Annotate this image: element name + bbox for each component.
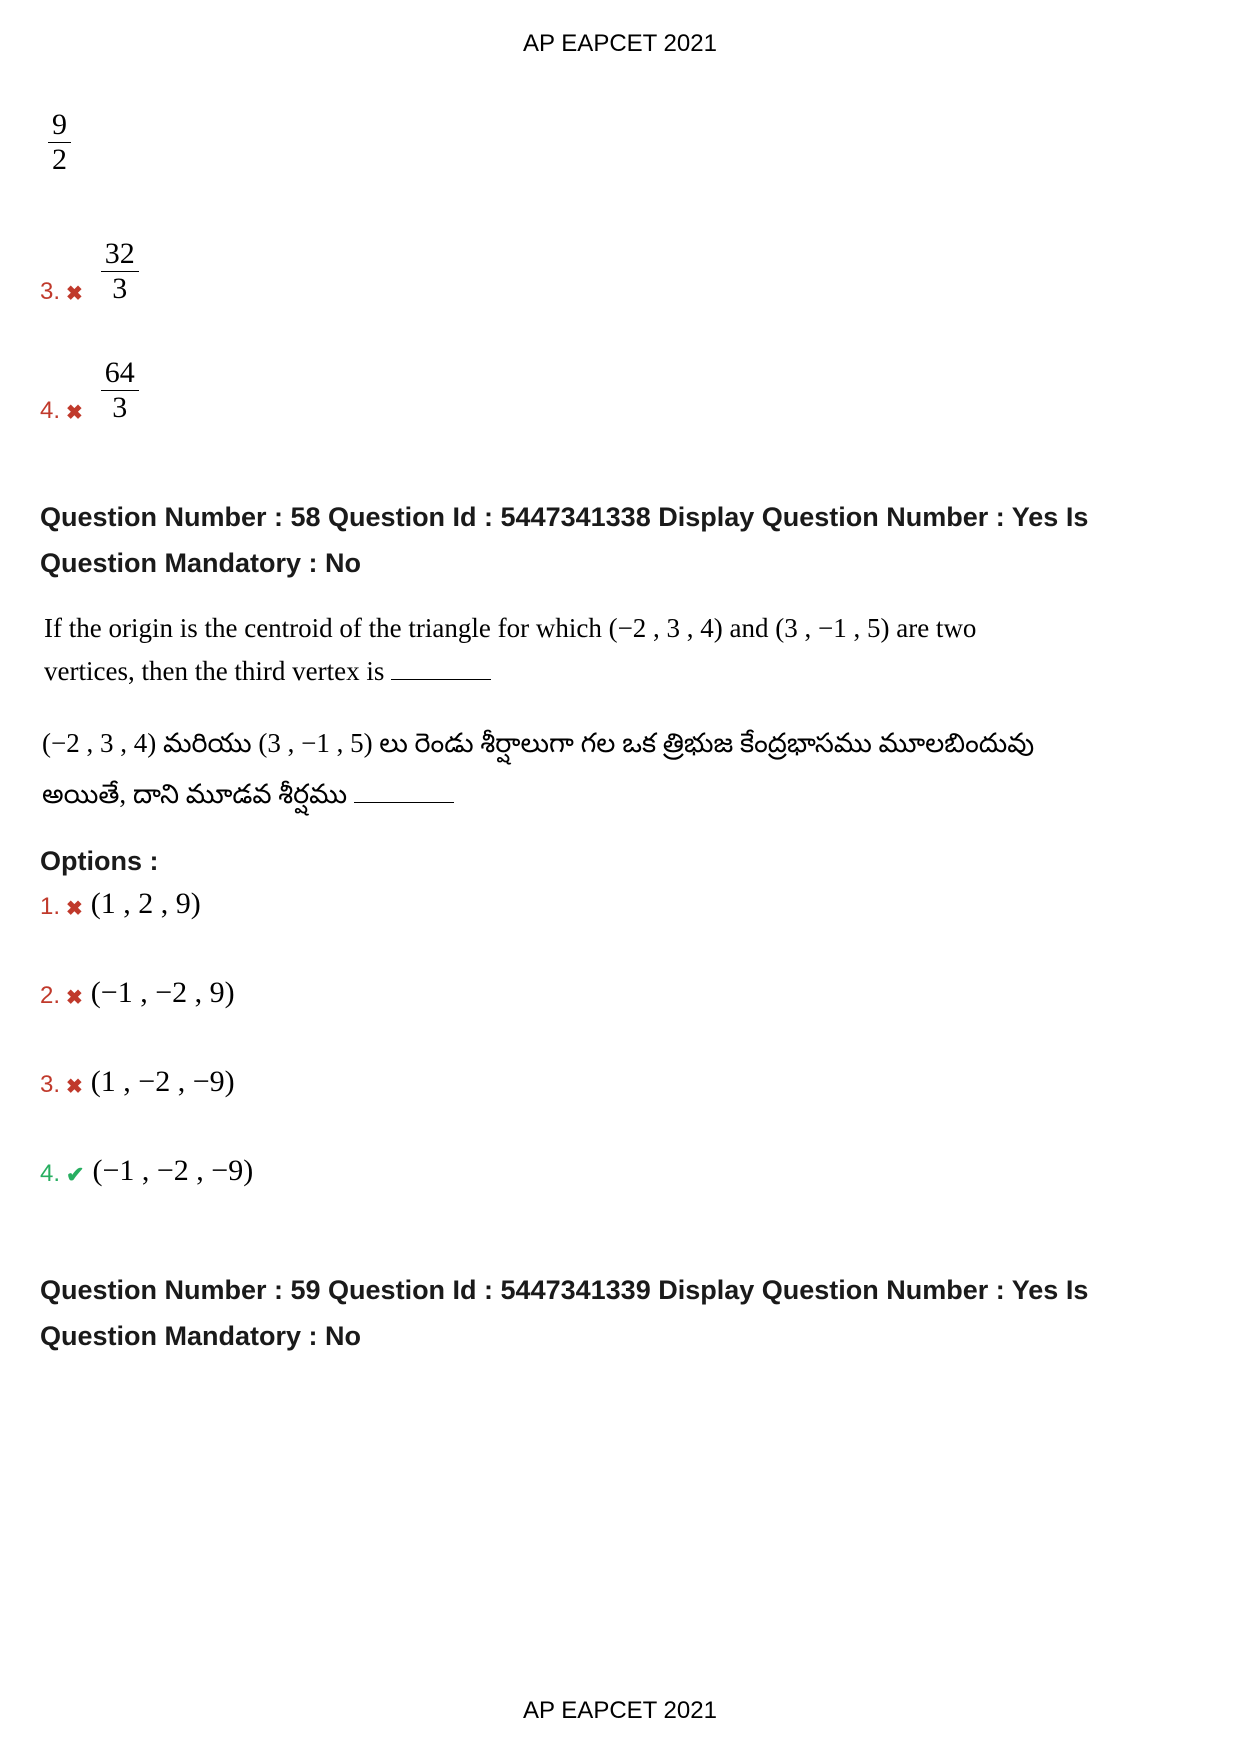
frac-num: 9 [48,108,71,143]
q58-option-2: 2. ✖ (−1 , −2 , 9) [40,976,1200,1010]
option-number: 1. [40,893,60,921]
option-text: (1 , −2 , −9) [91,1065,235,1099]
option-text: (1 , 2 , 9) [91,887,201,921]
frac-num: 32 [101,237,139,272]
wrong-icon: ✖ [66,985,83,1010]
option-number: 3. [40,1071,60,1099]
page-footer: AP EAPCET 2021 [0,1697,1240,1725]
blank-line [354,802,454,803]
wrong-icon: ✖ [66,400,83,425]
page-header: AP EAPCET 2021 [0,0,1240,58]
prev-option-fragment: 9 2 [48,108,1200,177]
page-content: 9 2 3. ✖ 32 3 4. ✖ 64 3 Question Number … [0,58,1240,1360]
option-text: (−1 , −2 , 9) [91,976,235,1010]
q58-option-3: 3. ✖ (1 , −2 , −9) [40,1065,1200,1099]
frac-num: 64 [101,356,139,391]
q58-te-line2: అయితే, దాని మూడవ శీర్షము [42,779,354,809]
question-58-header: Question Number : 58 Question Id : 54473… [40,495,1200,587]
q58-te-line1: (−2 , 3 , 4) మరియు (3 , −1 , 5) లు రెండు… [42,728,1034,758]
option-number: 3. [40,278,60,306]
frac-den: 3 [101,272,139,306]
option-number: 4. [40,1160,60,1188]
prev-option-3: 3. ✖ 32 3 [40,237,1200,306]
q58-option-1: 1. ✖ (1 , 2 , 9) [40,887,1200,921]
q58-en-line1: If the origin is the centroid of the tri… [44,613,976,643]
wrong-icon: ✖ [66,896,83,921]
prev-option-4: 4. ✖ 64 3 [40,356,1200,425]
question-59-header: Question Number : 59 Question Id : 54473… [40,1268,1200,1360]
option-number: 2. [40,982,60,1010]
wrong-icon: ✖ [66,1074,83,1099]
frac-den: 2 [48,143,71,177]
blank-line [391,679,491,680]
q58-en-line2: vertices, then the third vertex is [44,656,391,686]
q58-option-4: 4. ✔ (−1 , −2 , −9) [40,1154,1200,1188]
frac-den: 3 [101,391,139,425]
option-text: (−1 , −2 , −9) [92,1154,253,1188]
question-58-text-telugu: (−2 , 3 , 4) మరియు (3 , −1 , 5) లు రెండు… [40,718,1200,821]
wrong-icon: ✖ [66,281,83,306]
options-label: Options : [40,846,1200,877]
option-number: 4. [40,397,60,425]
question-58-text-english: If the origin is the centroid of the tri… [40,607,1200,693]
correct-icon: ✔ [66,1162,84,1188]
